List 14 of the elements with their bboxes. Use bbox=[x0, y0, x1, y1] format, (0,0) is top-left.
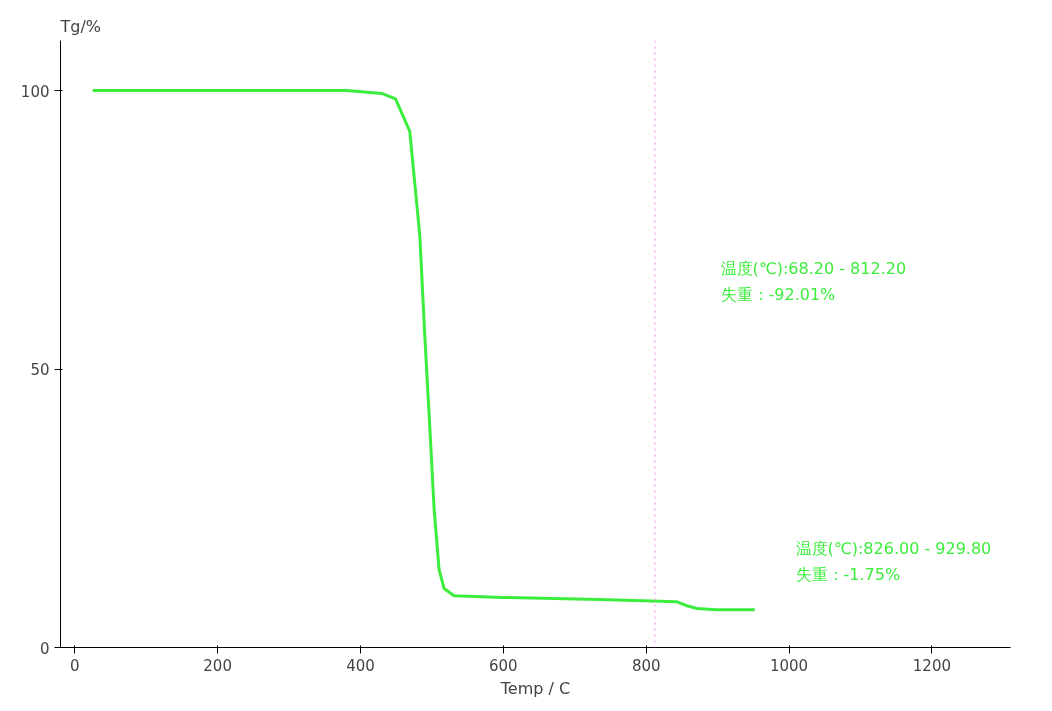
y-axis-title: Tg/% bbox=[59, 16, 102, 36]
x-tick-label: 0 bbox=[70, 656, 80, 675]
annotation: 温度(℃):826.00 - 929.80 失重：-1.75% bbox=[795, 538, 992, 584]
y-tick-label: 0 bbox=[39, 639, 50, 658]
x-tick-label: 1200 bbox=[912, 656, 952, 675]
x-axis-title: Temp / C bbox=[499, 678, 571, 698]
x-tick-label: 200 bbox=[203, 656, 232, 675]
x-tick-label: 400 bbox=[346, 656, 375, 675]
y-tick-label: 100 bbox=[20, 82, 50, 101]
y-tick-label: 50 bbox=[30, 361, 50, 380]
x-tick-label: 800 bbox=[631, 656, 661, 675]
annotation: 温度(℃):68.20 - 812.20 失重：-92.01% bbox=[720, 258, 907, 304]
x-tick-label: 1000 bbox=[769, 656, 809, 675]
x-tick-label: 600 bbox=[489, 656, 518, 675]
